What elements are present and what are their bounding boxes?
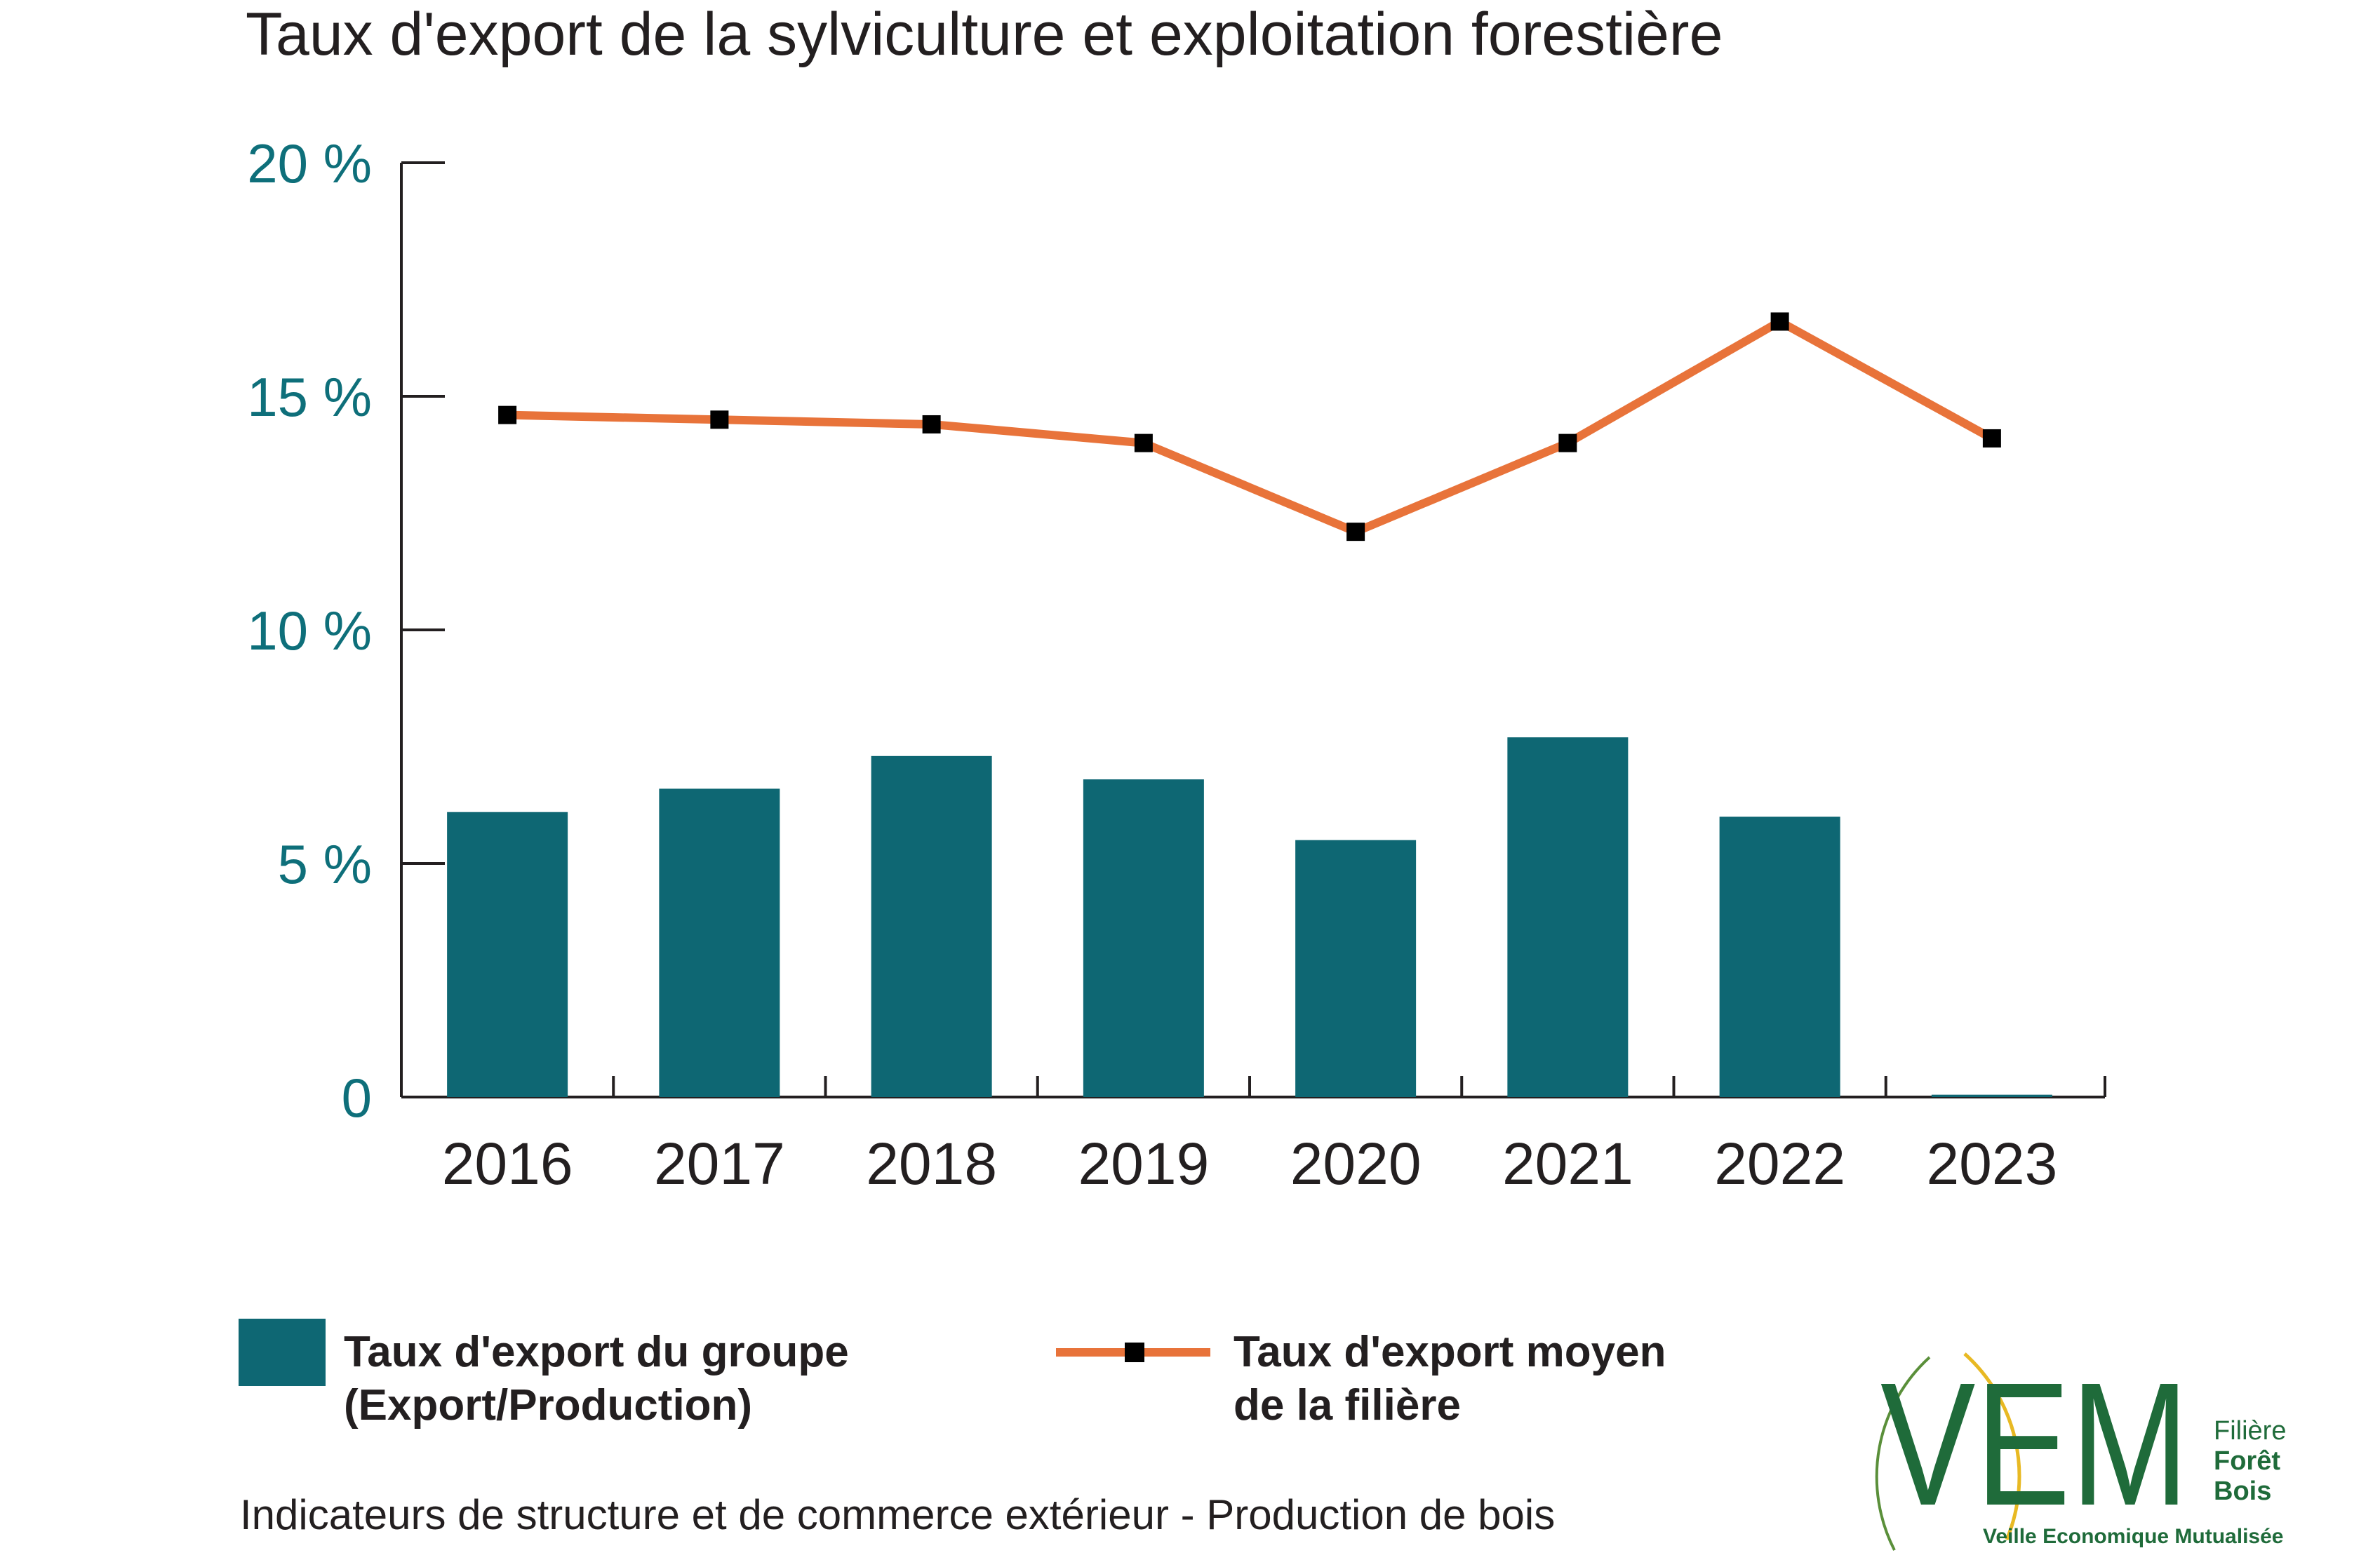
line-path bbox=[507, 317, 1994, 537]
bar bbox=[447, 812, 568, 1097]
legend-swatch-bar bbox=[239, 1319, 326, 1386]
line-point bbox=[498, 405, 517, 424]
x-tick-label: 2020 bbox=[1290, 1131, 1422, 1197]
bar bbox=[1295, 840, 1417, 1097]
line-point bbox=[1558, 433, 1577, 452]
bar bbox=[1083, 779, 1204, 1097]
x-axis: 2016 2017 2018 2019 2020 2021 2022 2023 bbox=[401, 1076, 2106, 1197]
legend-label-line-line1: Taux d'export moyen bbox=[1234, 1328, 1666, 1376]
x-tick-label: 2019 bbox=[1078, 1131, 1209, 1197]
bar bbox=[1507, 737, 1629, 1097]
y-axis: 0 5 % 10 % 15 % 20 % bbox=[247, 133, 445, 1129]
legend-label-line-line2: de la filière bbox=[1234, 1381, 1461, 1430]
x-tick-label: 2021 bbox=[1502, 1131, 1633, 1197]
y-tick-label: 20 % bbox=[247, 133, 372, 194]
line-point bbox=[1134, 433, 1153, 452]
y-tick-label: 5 % bbox=[278, 833, 372, 895]
legend: Taux d'export du groupe (Export/Producti… bbox=[239, 1319, 1666, 1430]
line-point bbox=[1982, 429, 2001, 448]
line-point bbox=[1770, 312, 1789, 331]
x-tick-label: 2016 bbox=[442, 1131, 573, 1197]
y-tick-label: 0 bbox=[342, 1067, 372, 1129]
x-tick-label: 2017 bbox=[654, 1131, 785, 1197]
bar bbox=[1719, 816, 1840, 1097]
logo-letters: VEM bbox=[1880, 1346, 2189, 1542]
logo-line-bois: Bois bbox=[2214, 1477, 2271, 1506]
logo-tagline: Veille Economique Mutualisée bbox=[1983, 1525, 2283, 1548]
vem-logo: VEM Filière Forêt Bois Veille Economique… bbox=[1875, 1346, 2286, 1551]
bar-series bbox=[447, 737, 2052, 1097]
x-tick-label: 2023 bbox=[1926, 1131, 2057, 1197]
line-point bbox=[710, 410, 729, 429]
bar bbox=[659, 788, 780, 1097]
bar bbox=[871, 755, 992, 1097]
legend-swatch-marker bbox=[1125, 1343, 1144, 1362]
x-tick-label: 2018 bbox=[866, 1131, 997, 1197]
line-series bbox=[498, 312, 2001, 542]
x-tick-label: 2022 bbox=[1714, 1131, 1845, 1197]
logo-arc-green-icon bbox=[1875, 1356, 1931, 1551]
logo-line-foret: Forêt bbox=[2214, 1446, 2280, 1476]
y-tick-label: 15 % bbox=[247, 366, 372, 428]
logo-arc-yellow-icon bbox=[1963, 1352, 2021, 1540]
bar bbox=[1931, 1094, 2052, 1097]
chart-title: Taux d'export de la sylviculture et expl… bbox=[246, 1, 1723, 68]
line-point bbox=[1346, 523, 1365, 542]
line-point bbox=[922, 415, 941, 433]
logo-line-filiere: Filière bbox=[2214, 1416, 2286, 1446]
source-note: Indicateurs de structure et de commerce … bbox=[240, 1491, 1555, 1538]
legend-label-bar-line1: Taux d'export du groupe bbox=[344, 1328, 849, 1376]
y-tick-label: 10 % bbox=[247, 600, 372, 661]
legend-label-bar-line2: (Export/Production) bbox=[344, 1381, 752, 1430]
